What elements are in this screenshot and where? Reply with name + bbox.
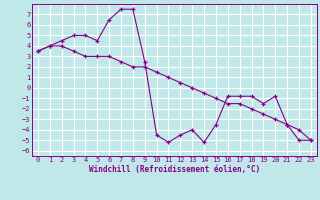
X-axis label: Windchill (Refroidissement éolien,°C): Windchill (Refroidissement éolien,°C) [89, 165, 260, 174]
